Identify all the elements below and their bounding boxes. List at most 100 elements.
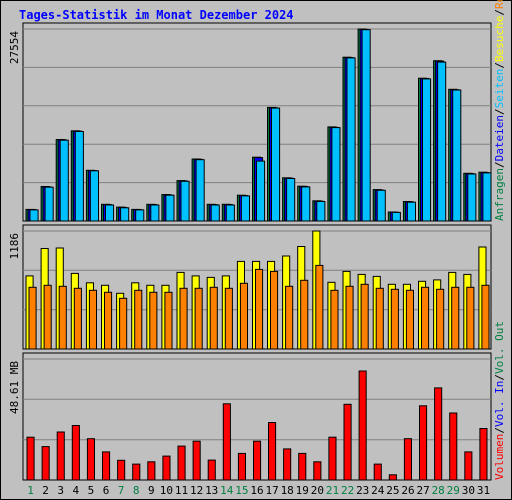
bar-volumen-day-27 — [419, 405, 428, 481]
bar-volumen-day-6 — [102, 451, 111, 481]
bar-rechner-day-9 — [149, 291, 158, 350]
x-tick-label: 21 — [326, 484, 339, 497]
bar-volumen-day-21 — [328, 436, 337, 481]
bar-rechner-day-24 — [375, 287, 384, 350]
bar-seiten-day-7 — [120, 207, 130, 222]
bar-seiten-day-23 — [361, 29, 371, 222]
bar-volumen-day-7 — [117, 459, 126, 481]
bar-seiten-day-9 — [150, 204, 160, 222]
bar-volumen-day-23 — [358, 370, 367, 481]
bar-rechner-day-18 — [285, 285, 294, 350]
x-tick-label: 17 — [265, 484, 278, 497]
panel-1-ymax-label: 27554 — [8, 31, 21, 64]
x-tick-label: 6 — [103, 484, 110, 497]
bar-rechner-day-11 — [179, 287, 188, 350]
x-tick-label: 11 — [175, 484, 188, 497]
bar-volumen-day-2 — [41, 446, 50, 481]
bar-rechner-day-31 — [481, 284, 490, 350]
bar-volumen-day-16 — [253, 440, 262, 481]
bar-seiten-day-10 — [165, 194, 175, 222]
bar-volumen-day-13 — [207, 459, 216, 481]
x-tick-label: 1 — [27, 484, 34, 497]
legend-bottom-item: Volumen — [493, 434, 506, 480]
bar-rechner-day-7 — [119, 297, 128, 350]
x-tick-label: 29 — [447, 484, 460, 497]
bar-seiten-day-28 — [437, 61, 447, 222]
bar-volumen-day-11 — [177, 445, 186, 481]
bar-seiten-day-1 — [29, 209, 39, 222]
bar-rechner-day-28 — [436, 288, 445, 350]
legend-top-item: Besuche — [493, 16, 506, 62]
legend-top-item: / — [493, 161, 506, 168]
legend-top-item: / — [493, 108, 506, 115]
bar-volumen-day-4 — [71, 425, 80, 481]
x-tick-label: 19 — [296, 484, 309, 497]
bar-volumen-day-9 — [147, 461, 156, 481]
x-tick-label: 26 — [401, 484, 414, 497]
bar-rechner-day-15 — [239, 282, 248, 350]
bar-rechner-day-16 — [255, 268, 264, 350]
bar-volumen-day-25 — [388, 474, 397, 481]
bar-rechner-day-10 — [164, 291, 173, 350]
x-tick-label: 22 — [341, 484, 354, 497]
x-tick-label: 9 — [148, 484, 155, 497]
x-tick-label: 8 — [133, 484, 140, 497]
x-tick-label: 10 — [160, 484, 173, 497]
x-tick-label: 4 — [72, 484, 79, 497]
legend-top: Anfragen/Dateien/Seiten/Besuche/Rechner — [493, 0, 506, 221]
bar-volumen-day-19 — [298, 452, 307, 481]
bar-seiten-day-25 — [391, 211, 401, 222]
bar-rechner-day-22 — [345, 285, 354, 350]
x-tick-label: 12 — [190, 484, 203, 497]
bar-seiten-day-15 — [240, 195, 250, 222]
bar-volumen-day-24 — [373, 463, 382, 481]
x-tick-label: 3 — [57, 484, 64, 497]
bar-volumen-day-15 — [237, 452, 246, 481]
bar-rechner-day-13 — [209, 286, 218, 350]
bar-seiten-day-18 — [286, 178, 296, 222]
bar-rechner-day-5 — [88, 289, 98, 350]
bar-rechner-day-23 — [360, 283, 369, 350]
bar-seiten-day-31 — [482, 172, 492, 222]
bar-rechner-day-25 — [390, 288, 399, 350]
bar-rechner-day-20 — [315, 264, 324, 350]
bar-rechner-day-17 — [270, 270, 279, 350]
legend-top-item: / — [493, 62, 506, 69]
bar-rechner-day-1 — [28, 286, 37, 350]
bar-seiten-day-8 — [135, 209, 145, 222]
legend-bottom-item: / — [493, 374, 506, 381]
bar-volumen-day-3 — [56, 431, 65, 481]
bar-seiten-day-12 — [195, 159, 205, 222]
x-tick-label: 20 — [311, 484, 324, 497]
bar-volumen-day-20 — [313, 461, 322, 481]
x-tick-label: 14 — [220, 484, 234, 497]
bar-rechner-day-26 — [405, 289, 414, 350]
bar-rechner-day-4 — [73, 287, 82, 350]
x-tick-label: 27 — [416, 484, 429, 497]
bar-rechner-day-14 — [224, 287, 233, 350]
bar-rechner-day-27 — [421, 286, 430, 350]
bar-rechner-day-29 — [451, 286, 460, 350]
panel-2-ymax-label: 1186 — [8, 233, 21, 260]
bar-seiten-day-22 — [346, 57, 356, 222]
bar-seiten-day-14 — [225, 204, 235, 222]
bar-seiten-day-16 — [256, 160, 266, 222]
bar-rechner-day-2 — [43, 284, 52, 350]
bar-rechner-day-8 — [134, 289, 143, 350]
bar-volumen-day-18 — [283, 448, 292, 481]
bar-seiten-day-2 — [44, 186, 54, 222]
bar-seiten-day-21 — [331, 127, 341, 222]
legend-bottom-item: / — [493, 427, 506, 434]
bar-seiten-day-29 — [452, 89, 462, 222]
bar-volumen-day-22 — [343, 403, 352, 481]
legend-top-item: Seiten — [493, 69, 506, 109]
bar-volumen-day-17 — [268, 422, 277, 481]
bar-rechner-day-30 — [466, 286, 475, 350]
x-tick-label: 5 — [88, 484, 95, 497]
bar-volumen-day-5 — [86, 438, 96, 481]
bar-volumen-day-10 — [162, 455, 171, 481]
bar-seiten-day-24 — [376, 189, 386, 222]
bar-volumen-day-1 — [26, 436, 35, 481]
bar-volumen-day-14 — [222, 403, 231, 481]
